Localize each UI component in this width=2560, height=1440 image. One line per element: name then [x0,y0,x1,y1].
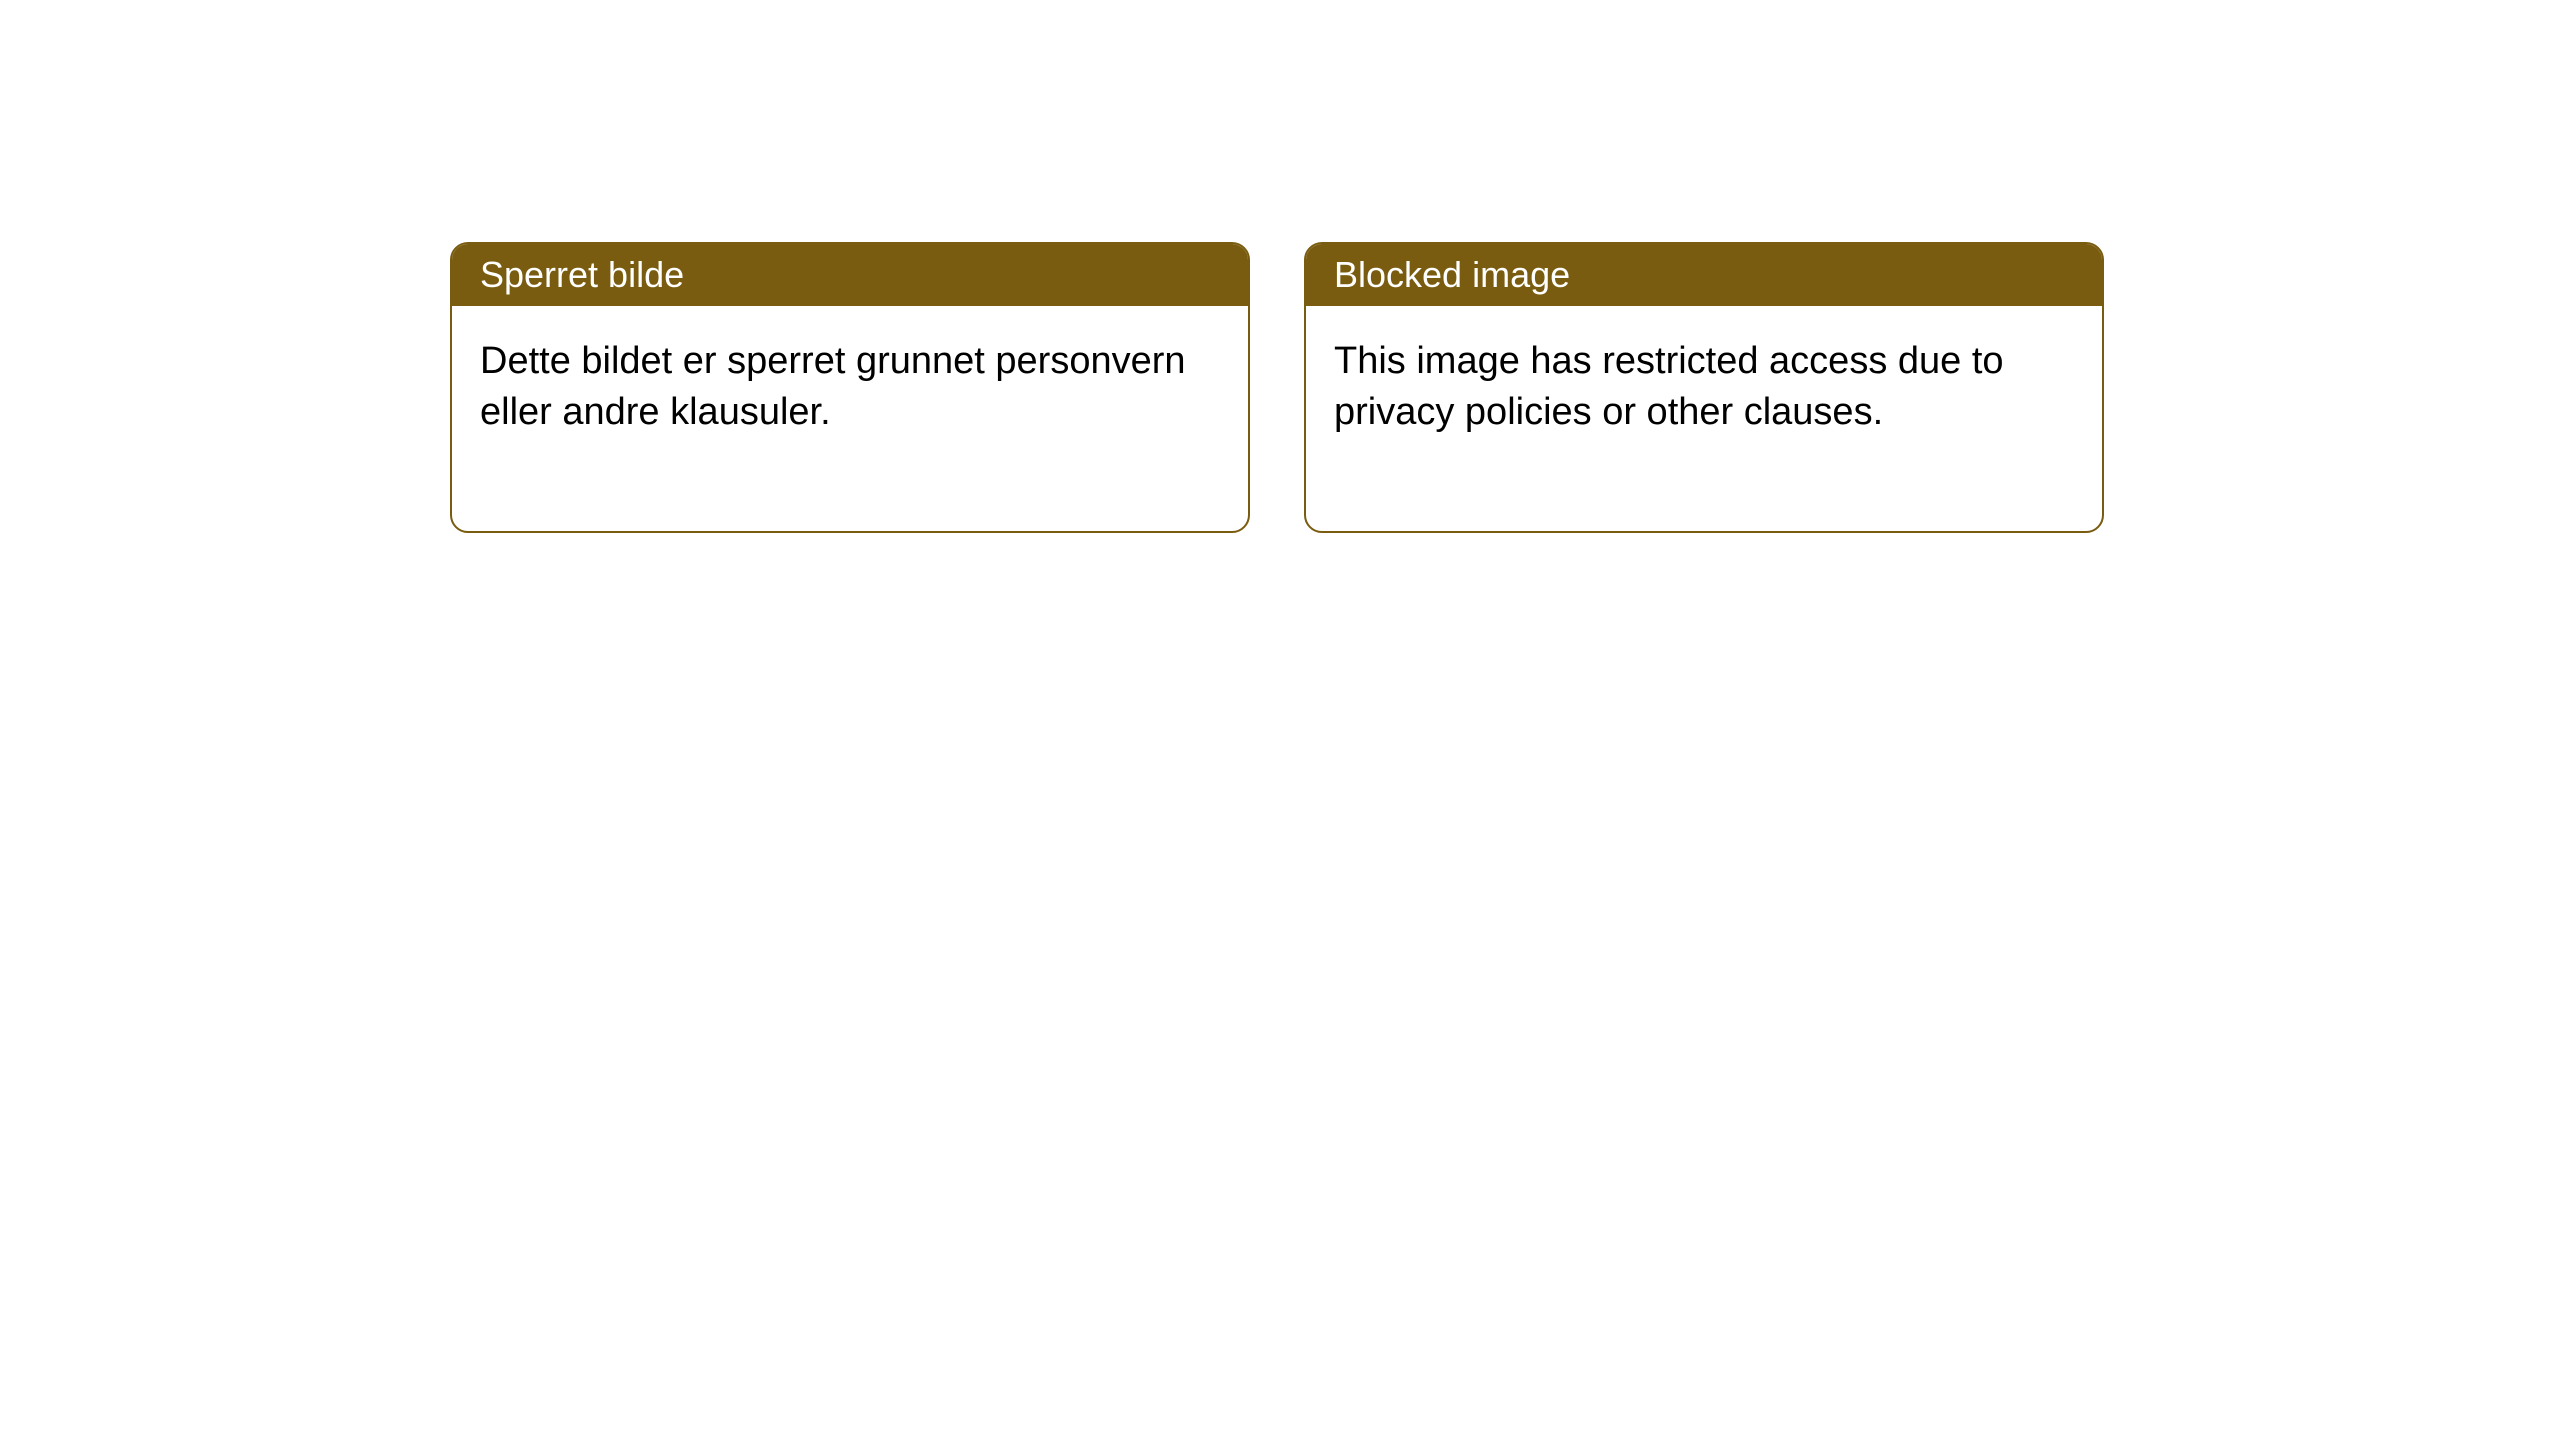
card-body: Dette bildet er sperret grunnet personve… [452,306,1248,531]
notice-card-norwegian: Sperret bilde Dette bildet er sperret gr… [450,242,1250,533]
card-header: Blocked image [1306,244,2102,306]
card-title: Sperret bilde [480,254,684,295]
card-body: This image has restricted access due to … [1306,306,2102,531]
notice-cards-container: Sperret bilde Dette bildet er sperret gr… [450,242,2104,533]
card-title: Blocked image [1334,254,1570,295]
card-body-text: Dette bildet er sperret grunnet personve… [480,336,1220,439]
card-body-text: This image has restricted access due to … [1334,336,2074,439]
notice-card-english: Blocked image This image has restricted … [1304,242,2104,533]
card-header: Sperret bilde [452,244,1248,306]
